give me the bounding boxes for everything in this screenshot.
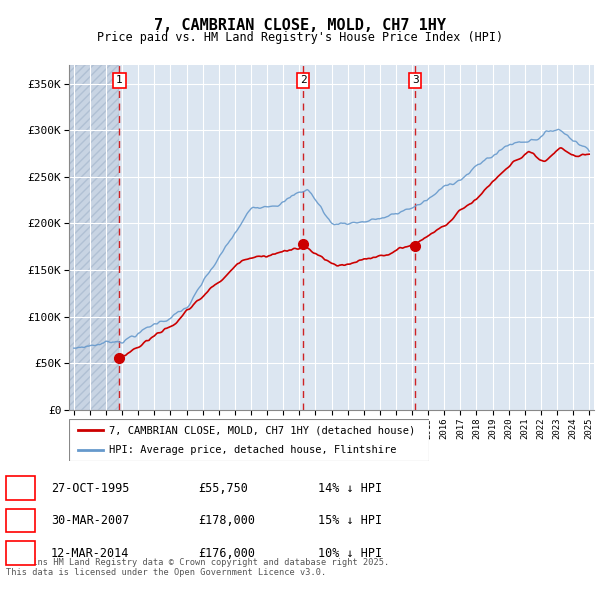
- Text: 30-MAR-2007: 30-MAR-2007: [51, 514, 130, 527]
- Text: 1: 1: [116, 76, 123, 86]
- Text: £55,750: £55,750: [198, 481, 248, 495]
- Text: 27-OCT-1995: 27-OCT-1995: [51, 481, 130, 495]
- Text: Price paid vs. HM Land Registry's House Price Index (HPI): Price paid vs. HM Land Registry's House …: [97, 31, 503, 44]
- Text: 7, CAMBRIAN CLOSE, MOLD, CH7 1HY: 7, CAMBRIAN CLOSE, MOLD, CH7 1HY: [154, 18, 446, 32]
- Text: 3: 3: [17, 546, 24, 560]
- Text: 2: 2: [17, 514, 24, 527]
- Text: 10% ↓ HPI: 10% ↓ HPI: [318, 546, 382, 560]
- Text: 3: 3: [412, 76, 419, 86]
- Bar: [69, 65, 119, 410]
- Text: £178,000: £178,000: [198, 514, 255, 527]
- Text: £176,000: £176,000: [198, 546, 255, 560]
- Text: 7, CAMBRIAN CLOSE, MOLD, CH7 1HY (detached house): 7, CAMBRIAN CLOSE, MOLD, CH7 1HY (detach…: [109, 425, 415, 435]
- Text: 12-MAR-2014: 12-MAR-2014: [51, 546, 130, 560]
- Text: 14% ↓ HPI: 14% ↓ HPI: [318, 481, 382, 495]
- Text: HPI: Average price, detached house, Flintshire: HPI: Average price, detached house, Flin…: [109, 445, 396, 455]
- Text: 1: 1: [17, 481, 24, 495]
- Text: 15% ↓ HPI: 15% ↓ HPI: [318, 514, 382, 527]
- Text: Contains HM Land Registry data © Crown copyright and database right 2025.
This d: Contains HM Land Registry data © Crown c…: [6, 558, 389, 577]
- Text: 2: 2: [300, 76, 307, 86]
